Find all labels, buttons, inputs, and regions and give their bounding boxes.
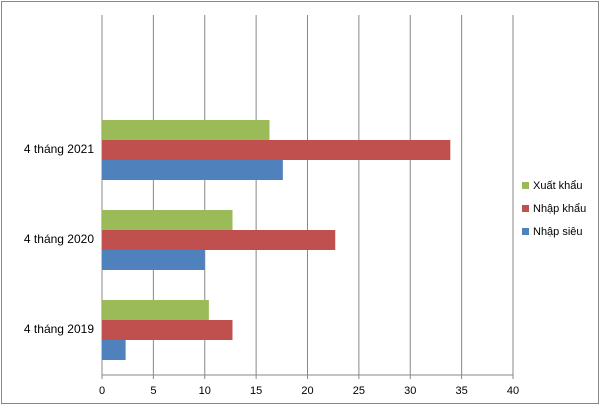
x-tick-label: 20 [301,385,313,397]
x-tick-label: 25 [353,385,365,397]
legend-label: Xuất khẩu [533,180,583,192]
x-tick-label: 15 [250,385,262,397]
x-tick-label: 35 [456,385,468,397]
bar [102,210,233,230]
bar [102,120,270,140]
x-tick-label: 30 [404,385,416,397]
legend-swatch [522,182,529,189]
y-tick-label: 4 tháng 2019 [24,322,94,336]
bar [102,250,205,270]
bar [102,320,233,340]
bar [102,160,283,180]
bar [102,340,126,360]
bar [102,140,451,160]
legend-swatch [522,228,529,235]
x-tick-label: 10 [199,385,211,397]
bar [102,300,209,320]
x-tick-label: 0 [99,385,105,397]
legend-label: Nhập siêu [533,226,583,238]
x-tick-label: 5 [150,385,156,397]
y-tick-label: 4 tháng 2021 [24,142,94,156]
x-tick-label: 40 [507,385,519,397]
legend-label: Nhập khẩu [533,203,586,215]
bar [102,230,336,250]
legend-swatch [522,205,529,212]
y-tick-label: 4 tháng 2020 [24,232,94,246]
